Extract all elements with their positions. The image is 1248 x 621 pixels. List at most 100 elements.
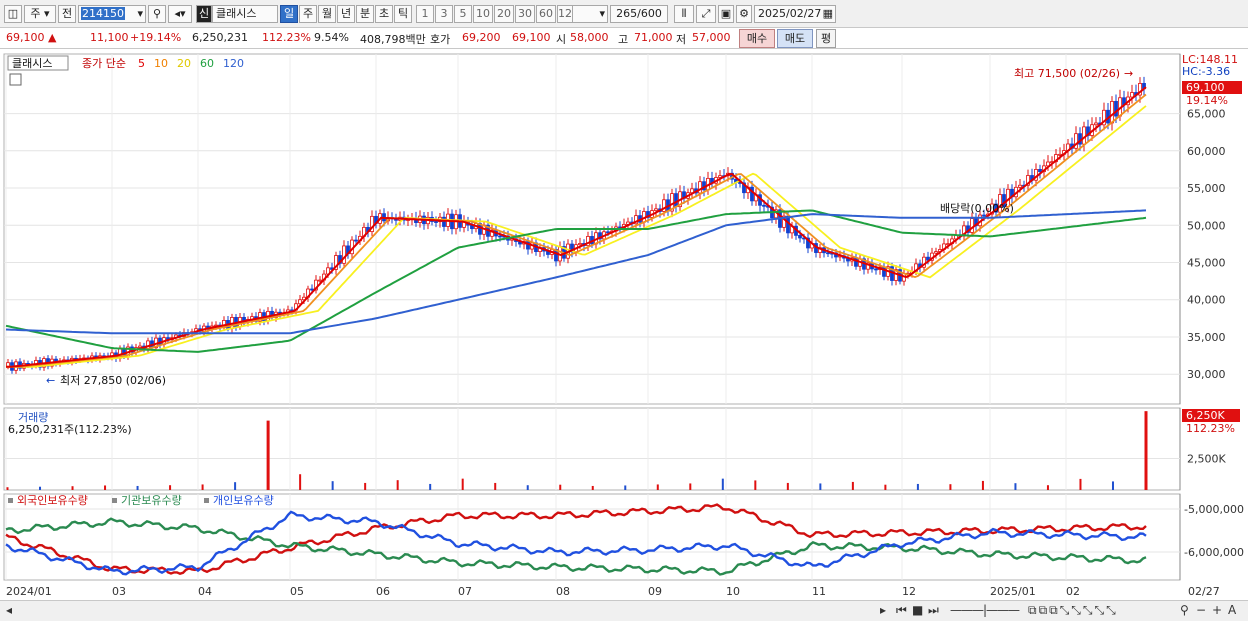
- candle-body: [138, 345, 142, 348]
- volume-bar: [1079, 478, 1082, 490]
- rewind-icon[interactable]: ⏮: [896, 603, 907, 617]
- interval-button[interactable]: 5: [454, 5, 472, 23]
- current-price-tag-label: 69,100: [1186, 81, 1225, 94]
- interval-button[interactable]: 20: [494, 5, 514, 23]
- interval-select[interactable]: ▾: [572, 5, 608, 23]
- volume-bar: [916, 483, 919, 490]
- candle-body: [1102, 109, 1106, 126]
- interval-button[interactable]: 1: [416, 5, 434, 23]
- volume-bar: [1014, 483, 1017, 490]
- window-icon[interactable]: ◫: [4, 5, 22, 23]
- candle-body: [646, 211, 650, 218]
- period-tab[interactable]: 초: [375, 5, 393, 23]
- hc-label: HC:-3.36: [1182, 65, 1230, 78]
- search-icon[interactable]: ⚲: [148, 5, 166, 23]
- x-tick-label: 07: [458, 585, 472, 598]
- candle-body: [442, 216, 446, 227]
- x-tick-label: 03: [112, 585, 126, 598]
- volume-bar: [591, 485, 594, 490]
- period-unit-select[interactable]: 주 ▾: [24, 5, 56, 23]
- x-tick-label: 05: [290, 585, 304, 598]
- candle-body: [662, 199, 666, 212]
- volume-bar: [396, 480, 399, 490]
- period-unit-label: 주: [30, 7, 41, 20]
- volume-bar: [266, 420, 270, 490]
- stock-title: 클래시스: [12, 57, 52, 70]
- candle-body: [334, 255, 338, 270]
- candle-body: [342, 245, 346, 264]
- plus-icon[interactable]: +: [1212, 603, 1223, 617]
- period-tab[interactable]: 주: [299, 5, 317, 23]
- y-tick-label: -6,000,000: [1184, 546, 1244, 559]
- interval-button[interactable]: 60: [536, 5, 556, 23]
- legend-marker: [204, 498, 209, 503]
- y-tick-label: 65,000: [1187, 108, 1226, 121]
- sell-button[interactable]: 매도: [777, 29, 813, 48]
- save-icon[interactable]: ▣: [718, 5, 734, 23]
- period-tab[interactable]: 틱: [394, 5, 412, 23]
- period-tab[interactable]: 월: [318, 5, 336, 23]
- holdings-line: [5, 517, 1147, 576]
- current-price-tag: [1182, 81, 1242, 94]
- font-size-icon[interactable]: A: [1228, 603, 1237, 617]
- date-input[interactable]: 2025/02/27 ▦: [754, 5, 836, 23]
- scroll-left-icon[interactable]: ◂: [6, 603, 13, 617]
- candle-body: [750, 186, 754, 202]
- low-label: 저: [676, 33, 687, 46]
- period-tab[interactable]: 일: [280, 5, 298, 23]
- buy-button[interactable]: 매수: [739, 29, 775, 48]
- holdings-line: [5, 510, 1147, 576]
- price-change-pct: +19.14%: [130, 31, 182, 44]
- volume-bar: [136, 485, 139, 490]
- speaker-icon[interactable]: ◂▾: [168, 5, 192, 23]
- volume-bar: [201, 484, 204, 490]
- volume-bar: [786, 482, 789, 490]
- candle-body: [354, 239, 358, 242]
- stock-code-input[interactable]: 214150 ▾: [78, 5, 146, 23]
- candle-body: [490, 229, 494, 237]
- high-annotation: 최고 71,500 (02/26): [1014, 67, 1120, 80]
- calendar-icon[interactable]: ▦: [822, 7, 833, 20]
- candle-body: [598, 232, 602, 240]
- candle-body: [798, 234, 802, 239]
- zoom-icon[interactable]: ⚲: [1180, 603, 1189, 617]
- candle-body: [874, 268, 878, 271]
- candle-body: [934, 251, 938, 254]
- forward-icon[interactable]: ⏭: [928, 603, 939, 617]
- interval-button[interactable]: 30: [515, 5, 535, 23]
- line-tool-icon[interactable]: ⤢: [696, 5, 716, 23]
- minus-icon[interactable]: −: [1196, 603, 1207, 617]
- chart-area[interactable]: 30,000 35,000 40,000 45,000 50,000 55,000 60,0…: [0, 50, 1248, 600]
- period-tab[interactable]: 년: [337, 5, 355, 23]
- candle-body: [1094, 122, 1098, 126]
- volume-bar: [234, 482, 237, 490]
- candle-body: [434, 221, 438, 223]
- interval-button[interactable]: 3: [435, 5, 453, 23]
- gear-icon[interactable]: ⚙: [736, 5, 752, 23]
- stop-icon[interactable]: ■: [912, 603, 924, 617]
- legend-marker: [8, 498, 13, 503]
- dividend-annotation: 배당락(0.00%): [940, 202, 1014, 215]
- x-tick-label: 10: [726, 585, 740, 598]
- prev-button[interactable]: 전: [58, 5, 76, 23]
- stock-name-field[interactable]: 클래시스: [212, 5, 278, 23]
- ma5-line: [6, 86, 1147, 368]
- volume-bar: [299, 474, 302, 490]
- candle-body: [498, 235, 502, 238]
- interval-button[interactable]: 10: [473, 5, 493, 23]
- zoom-slider[interactable]: ———|———: [950, 603, 1020, 617]
- volume-ratio-label: 112.23%: [1186, 422, 1235, 435]
- x-tick-label: 2025/01: [990, 585, 1036, 598]
- period-tab[interactable]: 분: [356, 5, 374, 23]
- count-field[interactable]: 265/600: [610, 5, 668, 23]
- count-total: /600: [637, 7, 662, 20]
- y-tick-label: 55,000: [1187, 182, 1226, 195]
- count-value: 265: [616, 7, 638, 20]
- drawing-tools-icon[interactable]: ⧉⧉⧉⤡⤡⤡⤡⤡: [1028, 603, 1118, 617]
- volume-bar: [6, 487, 9, 490]
- average-button[interactable]: 평: [816, 29, 836, 48]
- candle-body: [1082, 126, 1086, 145]
- candle-type-icon[interactable]: ⫴: [674, 5, 694, 23]
- scroll-right-icon[interactable]: ▸: [880, 603, 887, 617]
